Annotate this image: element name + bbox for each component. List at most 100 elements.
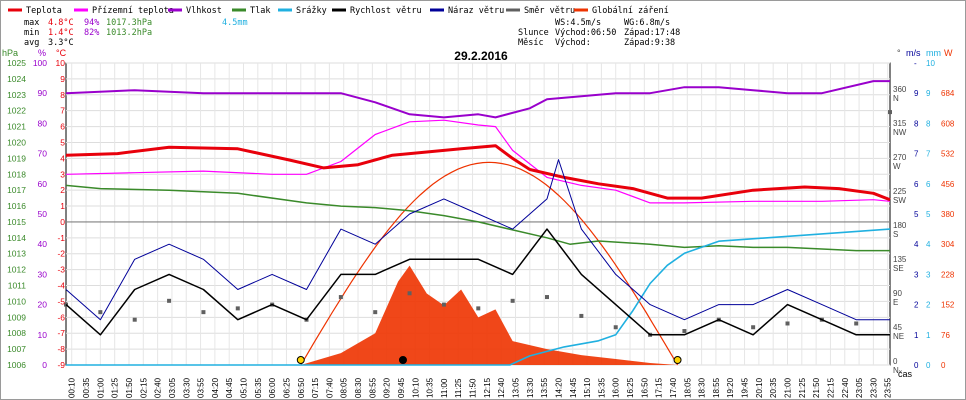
press-tick: 1014	[7, 233, 26, 243]
rain-tick: 6	[926, 180, 931, 189]
time-tick: 06:00	[268, 377, 277, 398]
time-tick: 08:05	[340, 377, 349, 398]
time-tick: 18:55	[712, 377, 721, 398]
hum-tick: 30	[38, 269, 48, 279]
wind-dir-point	[545, 295, 550, 300]
rad-tick: 152	[941, 301, 955, 310]
time-tick: 09:45	[397, 377, 406, 398]
rain-tick: 8	[926, 119, 931, 128]
time-tick: 11:25	[454, 378, 463, 398]
series-rychlost-vetru	[65, 228, 890, 336]
unit-labels: hPa % °C ° m/s mm W čas	[2, 48, 953, 379]
hum-tick: 40	[38, 239, 48, 249]
press-tick: 1010	[7, 296, 26, 306]
press-tick: 1022	[7, 106, 26, 116]
dir-label: S	[893, 230, 898, 239]
wind-dir-point	[579, 313, 584, 318]
time-tick: 03:30	[182, 377, 191, 398]
wind-tick: 1	[914, 331, 919, 340]
press-tick: 1012	[7, 265, 26, 275]
time-tick: 10:10	[411, 377, 420, 398]
time-tick: 00:35	[82, 377, 91, 398]
legend-label: Tlak	[250, 6, 270, 16]
legend-item-globalni-zareni: Globální záření	[574, 6, 669, 16]
sun-arc-line	[300, 161, 679, 366]
moon-label: Měsíc	[518, 38, 544, 48]
press-tick: 1021	[7, 122, 26, 132]
rain-tick: 2	[926, 301, 931, 310]
rad-tick: 608	[941, 119, 955, 128]
wind-dir-point	[751, 325, 756, 330]
stat-min-label: min	[24, 28, 39, 38]
hum-tick: 50	[38, 209, 48, 219]
wind-wg: WG:6.8m/s	[624, 18, 670, 28]
rain-tick: 7	[926, 150, 931, 159]
stat-max-press: 1017.3hPa	[106, 18, 152, 28]
time-tick: 04:20	[211, 377, 220, 398]
unit-rain: mm	[926, 48, 941, 58]
wind-dir-point	[98, 310, 103, 315]
dir-tick: 180	[893, 221, 907, 230]
wind-tick: 2	[914, 301, 919, 310]
series-lines	[65, 80, 891, 366]
chart-title: 29.2.2016	[454, 49, 508, 63]
wind-dir-point	[338, 295, 343, 300]
stat-max-temp: 4.8°C	[48, 18, 74, 28]
temp-tick: 3	[60, 169, 65, 179]
press-tick: 1025	[7, 58, 26, 68]
press-tick: 1016	[7, 201, 26, 211]
time-tick: 19:45	[741, 377, 750, 398]
press-tick: 1018	[7, 169, 26, 179]
wind-dir-point	[613, 325, 618, 330]
time-tick: 22:40	[841, 377, 850, 398]
time-tick: 13:30	[526, 377, 535, 398]
dir-label: N	[893, 366, 899, 375]
wind-dir-point	[476, 306, 481, 311]
time-tick: 01:50	[125, 377, 134, 398]
legend-label: Globální záření	[592, 6, 669, 16]
time-tick: 08:30	[354, 377, 363, 398]
hum-tick: 80	[38, 118, 48, 128]
temp-tick: -2	[57, 249, 65, 259]
wind-dir-point	[167, 298, 172, 303]
wind-dir-point	[854, 321, 859, 326]
legend-item-teplota: Teplota	[8, 6, 62, 16]
series-srazky	[66, 228, 891, 366]
dir-label: W	[893, 162, 901, 171]
legend-item-srazky: Srážky	[278, 6, 327, 16]
temp-tick: 6	[60, 122, 65, 132]
temp-tick: -5	[57, 296, 65, 306]
time-tick: 14:45	[569, 377, 578, 398]
wind-tick: -	[914, 59, 917, 68]
wind-dir-point	[373, 310, 378, 315]
rad-tick: 76	[941, 331, 950, 340]
temp-tick: 0	[60, 217, 65, 227]
time-tick: 03:05	[168, 377, 177, 398]
press-tick: 1017	[7, 185, 26, 195]
wind-dir-point	[441, 302, 446, 307]
wind-dir-point	[132, 317, 137, 322]
stat-avg-label: avg	[24, 38, 39, 48]
press-tick: 1008	[7, 328, 26, 338]
rad-tick: 0	[941, 361, 946, 370]
time-tick: 23:30	[869, 377, 878, 398]
time-tick: 16:00	[612, 377, 621, 398]
press-tick: 1006	[7, 360, 26, 370]
temp-tick: 8	[60, 90, 65, 100]
rain-tick: 5	[926, 210, 931, 219]
time-tick: 10:35	[426, 377, 435, 398]
temp-tick: -4	[57, 281, 65, 291]
sun-rise: Východ:06:50	[555, 28, 616, 38]
rain-tick: 4	[926, 240, 931, 249]
time-tick: 21:50	[812, 377, 821, 398]
time-tick: 00:10	[68, 377, 77, 398]
rad-tick: 304	[941, 240, 955, 249]
time-tick: 03:55	[197, 377, 206, 398]
time-tick: 07:15	[311, 377, 320, 398]
legend-label: Přízemní teplota	[92, 6, 174, 16]
dir-tick: 315	[893, 119, 907, 128]
time-tick: 01:25	[111, 377, 120, 398]
legend-item-smer-vetru: Směr větru	[506, 6, 575, 16]
rain-tick: 0	[926, 361, 931, 370]
wind-dir-point	[201, 310, 206, 315]
